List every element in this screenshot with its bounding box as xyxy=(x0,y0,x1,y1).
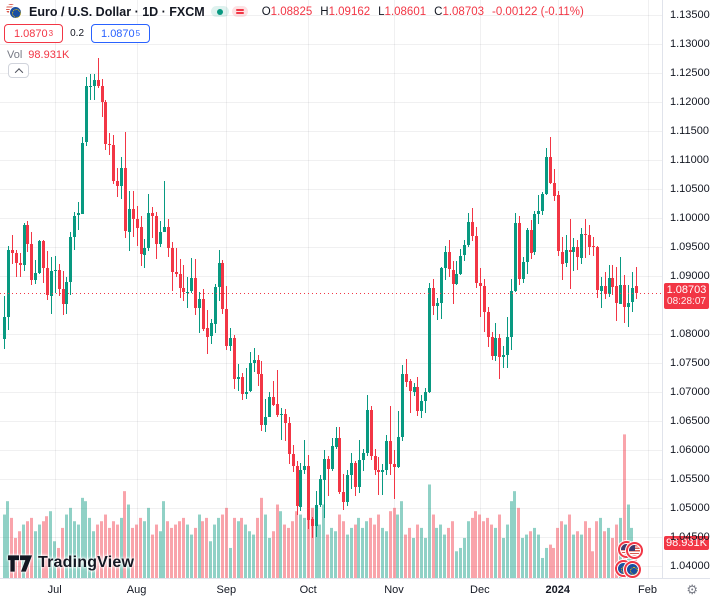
price-tick-label: 1.07500 xyxy=(670,356,710,369)
tradingview-watermark[interactable]: TradingView xyxy=(8,554,134,572)
time-tick-label: Aug xyxy=(126,584,147,596)
volume-axis-label: 98.931K xyxy=(664,535,709,550)
price-tick-label: 1.06000 xyxy=(670,443,710,456)
symbol-title[interactable]: Euro / U.S. Dollar · 1D · FXCM xyxy=(29,4,205,19)
volume-label: Vol xyxy=(7,49,23,61)
time-tick-label: Nov xyxy=(384,584,404,596)
price-tick-label: 1.13000 xyxy=(670,38,710,51)
economic-event-markers xyxy=(612,541,660,581)
time-scale[interactable]: ⚙ Jul Aug Sep Oct Nov Dec 2024 Feb xyxy=(0,578,710,600)
sell-button[interactable]: 1.0870 3 xyxy=(4,24,64,43)
price-tick-label: 1.05500 xyxy=(670,472,710,485)
price-tick-label: 1.05000 xyxy=(670,501,710,514)
price-tick-label: 1.13500 xyxy=(670,9,710,22)
price-tick-label: 1.12500 xyxy=(670,67,710,80)
collapse-pane-button[interactable] xyxy=(8,63,29,78)
price-tick-label: 1.08000 xyxy=(670,327,710,340)
buy-button[interactable]: 1.0870 5 xyxy=(91,24,151,43)
price-tick-label: 1.06500 xyxy=(670,414,710,427)
symbol-legend[interactable]: Euro / U.S. Dollar · 1D · FXCM O1.08825 … xyxy=(6,3,584,20)
time-tick-label: Feb xyxy=(638,584,657,596)
candlestick-chart[interactable] xyxy=(0,0,662,578)
chevron-up-icon xyxy=(14,67,23,77)
time-tick-label: Dec xyxy=(470,584,490,596)
volume-legend[interactable]: Vol 98.931K xyxy=(7,49,69,61)
ohlc-values: O1.08825 H1.09162 L1.08601 C1.08703 -0.0… xyxy=(261,5,584,18)
price-tick-label: 1.10000 xyxy=(670,211,710,224)
watermark-text: TradingView xyxy=(38,554,135,571)
price-tick-label: 1.10500 xyxy=(670,182,710,195)
time-tick-label: Sep xyxy=(216,584,237,596)
time-tick-label: 2024 xyxy=(545,584,571,596)
time-tick-label: Oct xyxy=(299,584,317,596)
eurusd-pair-icon xyxy=(6,4,23,19)
market-open-dot-icon[interactable] xyxy=(210,6,229,17)
spread-value: 0.2 xyxy=(70,28,85,39)
eu-event-flag-icon[interactable] xyxy=(624,561,641,578)
gear-icon[interactable]: ⚙ xyxy=(686,582,698,597)
bar-countdown: 08:28:07 xyxy=(667,296,706,308)
price-tick-label: 1.09500 xyxy=(670,240,710,253)
last-price-label[interactable]: 1.08703 08:28:07 xyxy=(664,283,709,310)
price-scale[interactable]: 1.08703 08:28:07 98.931K 1.13500 1.13000 1… xyxy=(662,0,710,578)
price-tick-label: 1.12000 xyxy=(670,96,710,109)
change-value: -0.00122 (-0.11%) xyxy=(492,5,584,18)
price-tick-label: 1.04000 xyxy=(670,559,710,572)
price-tick-label: 1.11000 xyxy=(670,154,709,166)
bid-ask-panel: 1.0870 3 0.2 1.0870 5 xyxy=(4,24,151,43)
volume-value: 98.931K xyxy=(28,49,70,61)
price-tick-label: 1.04500 xyxy=(670,530,710,543)
us-event-flag-icon[interactable] xyxy=(626,542,643,559)
price-tick-label: 1.11500 xyxy=(670,125,709,138)
price-tick-label: 1.07000 xyxy=(670,385,710,398)
bars-status-icon[interactable] xyxy=(231,6,248,17)
price-tick-label: 1.09000 xyxy=(670,269,710,282)
time-tick-label: Jul xyxy=(47,584,62,596)
tradingview-logo-icon xyxy=(8,554,33,572)
